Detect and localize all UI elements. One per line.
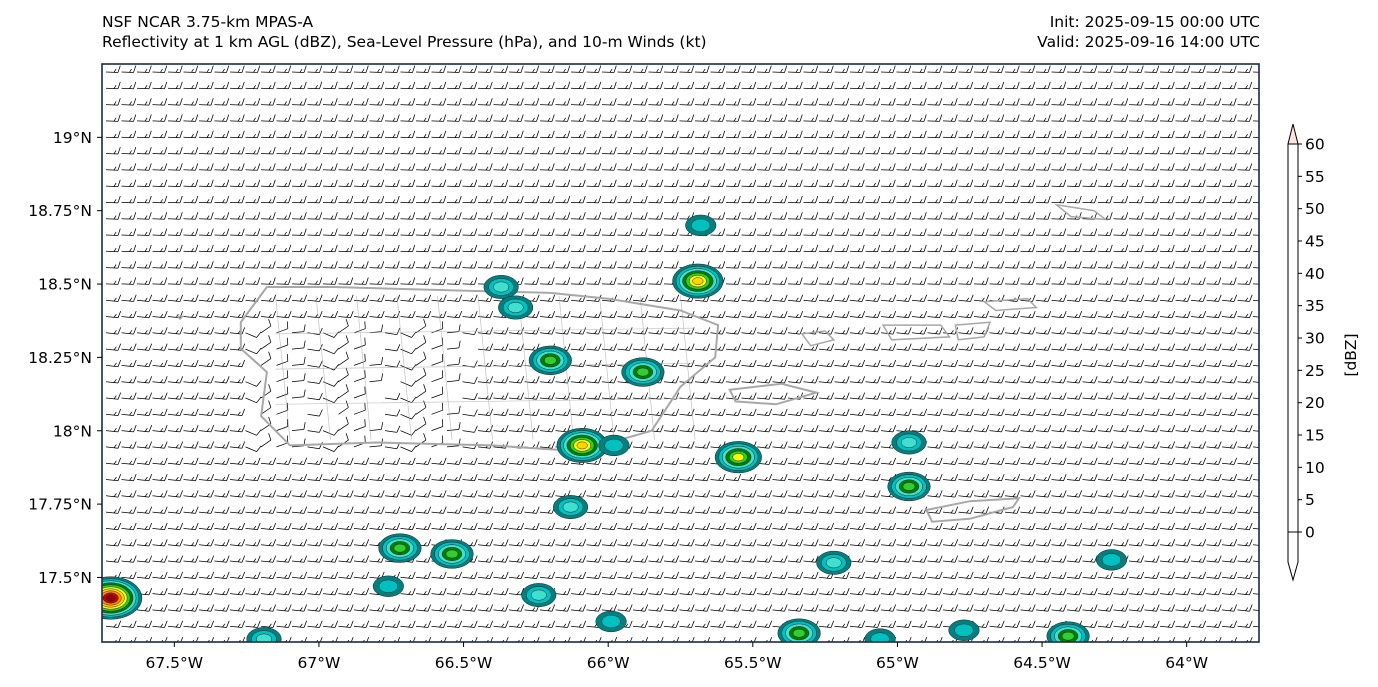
echo-contour [826, 558, 841, 568]
reflectivity-echo [888, 472, 931, 501]
reflectivity-echo [553, 495, 588, 518]
echo-contour [871, 633, 890, 646]
reflectivity-echo [622, 358, 665, 387]
echo-contour [955, 624, 974, 637]
echo-contour [637, 368, 649, 376]
reflectivity-echo [778, 619, 821, 648]
lon-tick-label: 66°W [587, 654, 630, 672]
lat-tick-label: 18°N [53, 422, 92, 440]
colorbar-tick-label: 10 [1305, 459, 1325, 477]
lat-tick-label: 18.5°N [38, 276, 92, 294]
colorbar-frame [1288, 144, 1298, 532]
echo-contour [544, 356, 556, 364]
echo-contour [531, 590, 546, 600]
reflectivity-echo [521, 583, 556, 606]
lon-tick-label: 67°W [298, 654, 341, 672]
reflectivity-echo [685, 215, 716, 236]
reflectivity-echo [498, 296, 533, 319]
colorbar-tick-label: 5 [1305, 491, 1315, 509]
echo-contour [493, 282, 508, 292]
reflectivity-echo [379, 534, 422, 563]
echo-contour [733, 453, 744, 461]
echo-contour [1102, 553, 1121, 566]
echo-contour [106, 595, 115, 601]
echo-contour [901, 437, 916, 447]
lat-tick-label: 19°N [53, 129, 92, 147]
echo-contour [446, 550, 458, 558]
echo-contour [577, 442, 588, 449]
longitude-axis: 67.5°W 67°W 66.5°W 66°W 65.5°W 65°W 64.5°W 64°W [146, 642, 1209, 672]
colorbar-tick-label: 45 [1305, 233, 1325, 251]
colorbar-tick-label: 20 [1305, 394, 1325, 412]
echo-contour [693, 278, 704, 285]
echo-contour [691, 219, 710, 232]
reflectivity-echo [1047, 622, 1090, 651]
reflectivity-echo [715, 441, 762, 473]
reflectivity-echo [673, 264, 724, 298]
reflectivity-echo [247, 627, 282, 650]
echo-contour [605, 439, 624, 452]
reflectivity-echo [431, 540, 474, 569]
lat-tick-label: 17.75°N [28, 496, 92, 514]
lat-tick-label: 18.75°N [28, 202, 92, 220]
lon-tick-label: 65°W [876, 654, 919, 672]
colorbar: 0 5 10 15 20 25 30 35 40 45 50 55 60 [1288, 124, 1325, 580]
reflectivity-echo [373, 576, 404, 597]
echo-contour [563, 502, 578, 512]
colorbar-tick-label: 15 [1305, 427, 1325, 445]
lat-tick-label: 17.5°N [38, 569, 92, 587]
colorbar-tick-label: 25 [1305, 362, 1325, 380]
echo-contour [903, 482, 915, 490]
colorbar-over-extension [1288, 124, 1298, 144]
colorbar-tick-label: 30 [1305, 330, 1325, 348]
colorbar-tick-label: 40 [1305, 265, 1325, 283]
map-background [102, 64, 1259, 642]
echo-contour [394, 544, 406, 552]
colorbar-tick-label: 35 [1305, 297, 1325, 315]
colorbar-tick-label: 0 [1305, 524, 1315, 542]
echo-contour [602, 615, 621, 628]
echo-contour [1062, 632, 1074, 640]
lat-tick-label: 18.25°N [28, 349, 92, 367]
colorbar-label: [dBZ] [1342, 333, 1360, 376]
echo-contour [508, 302, 523, 312]
colorbar-tick-label: 50 [1305, 200, 1325, 218]
lon-tick-label: 65.5°W [724, 654, 782, 672]
lon-tick-label: 64.5°W [1013, 654, 1071, 672]
reflectivity-echo [599, 435, 630, 456]
echo-contour [379, 580, 398, 593]
reflectivity-echo [892, 431, 927, 454]
lon-tick-label: 66.5°W [435, 654, 493, 672]
reflectivity-echo [949, 620, 980, 641]
lon-tick-label: 67.5°W [146, 654, 204, 672]
latitude-axis: 19°N 18.75°N 18.5°N 18.25°N 18°N 17.75°N 17.5°… [28, 129, 102, 587]
reflectivity-echo [484, 275, 519, 298]
lon-tick-label: 64°W [1165, 654, 1208, 672]
colorbar-tick-label: 60 [1305, 136, 1325, 154]
colorbar-under-extension [1288, 532, 1298, 580]
reflectivity-echo [596, 611, 627, 632]
echo-contour [793, 629, 805, 637]
colorbar-tick-label: 55 [1305, 168, 1325, 186]
reflectivity-echo [529, 346, 572, 375]
reflectivity-echo [865, 629, 896, 650]
reflectivity-echo [1096, 549, 1127, 570]
reflectivity-echo [817, 551, 852, 574]
